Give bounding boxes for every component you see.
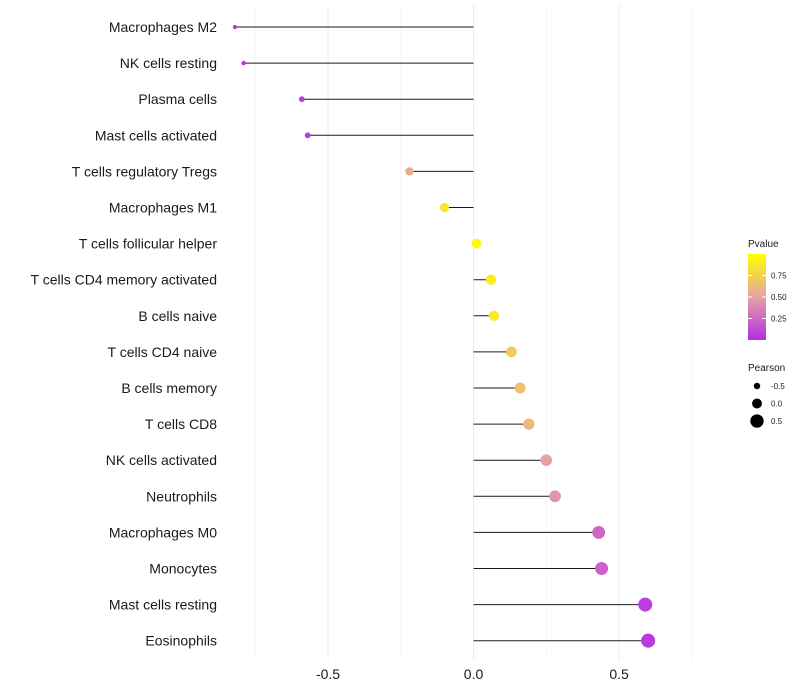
category-label: Macrophages M2 [109, 19, 217, 35]
pearson-legend-entries: -0.5 0.0 0.5 [750, 382, 785, 428]
category-label: NK cells resting [120, 55, 217, 71]
lollipop-point [241, 60, 246, 66]
category-label: Mast cells resting [109, 597, 217, 613]
lollipop-point [439, 202, 450, 213]
category-label: T cells follicular helper [79, 236, 218, 252]
lollipop-point [638, 597, 653, 612]
pvalue-tick-label: 0.50 [771, 293, 787, 302]
lollipop-point [595, 562, 609, 575]
pearson-legend-label: 0.0 [771, 400, 783, 409]
category-label: T cells CD4 naive [108, 344, 218, 360]
pvalue-legend: Pvalue 0.75 0.50 0.25 [748, 239, 787, 340]
category-label: T cells regulatory Tregs [72, 163, 217, 179]
x-tick-label: 0.5 [609, 666, 629, 682]
lollipop-point [549, 490, 561, 503]
pvalue-tick-label: 0.75 [771, 272, 787, 281]
pearson-legend-dot [750, 414, 764, 428]
pvalue-tick-label: 0.25 [771, 315, 787, 324]
lollipop-point [523, 418, 535, 430]
lollipop-segments [234, 26, 649, 642]
category-label: Monocytes [149, 561, 217, 577]
lollipop-point [232, 24, 238, 30]
lollipop-point [298, 96, 305, 103]
pearson-legend-dot [752, 398, 762, 409]
category-label: B cells memory [121, 380, 217, 396]
lollipop-point [488, 310, 500, 321]
gridlines [254, 5, 693, 660]
category-label: Plasma cells [138, 91, 217, 107]
x-axis-tick-labels: -0.5 0.0 0.5 [316, 666, 629, 682]
pearson-legend: Pearson -0.5 0.0 0.5 [748, 363, 785, 428]
category-label: Macrophages M0 [109, 524, 217, 540]
lollipop-point [485, 274, 497, 285]
category-label: NK cells activated [106, 452, 217, 468]
lollipop-point [505, 346, 517, 358]
x-tick-label: -0.5 [316, 666, 340, 682]
lollipop-point [540, 454, 553, 467]
pvalue-legend-ticks: 0.75 0.50 0.25 [748, 272, 787, 324]
lollipop-point [592, 525, 606, 539]
category-label: Eosinophils [145, 633, 217, 649]
lollipop-point [471, 238, 482, 249]
pvalue-colorbar [748, 254, 766, 340]
pearson-legend-label: -0.5 [771, 382, 785, 391]
pvalue-legend-title: Pvalue [748, 239, 779, 250]
category-label: Mast cells activated [95, 127, 217, 143]
category-label: T cells CD4 memory activated [31, 272, 217, 288]
pearson-legend-dot [753, 382, 761, 390]
lollipop-points [232, 24, 656, 648]
pearson-legend-label: 0.5 [771, 417, 783, 426]
category-label: B cells naive [138, 308, 217, 324]
category-label: T cells CD8 [145, 416, 217, 432]
category-labels: Macrophages M2 NK cells resting Plasma cel… [31, 19, 218, 649]
lollipop-point [514, 382, 526, 394]
pearson-legend-title: Pearson [748, 363, 785, 374]
x-tick-label: 0.0 [464, 666, 484, 682]
lollipop-point [405, 167, 414, 176]
lollipop-point [641, 633, 656, 648]
lollipop-point [304, 132, 311, 139]
category-label: Neutrophils [146, 488, 217, 504]
category-label: Macrophages M1 [109, 200, 217, 216]
